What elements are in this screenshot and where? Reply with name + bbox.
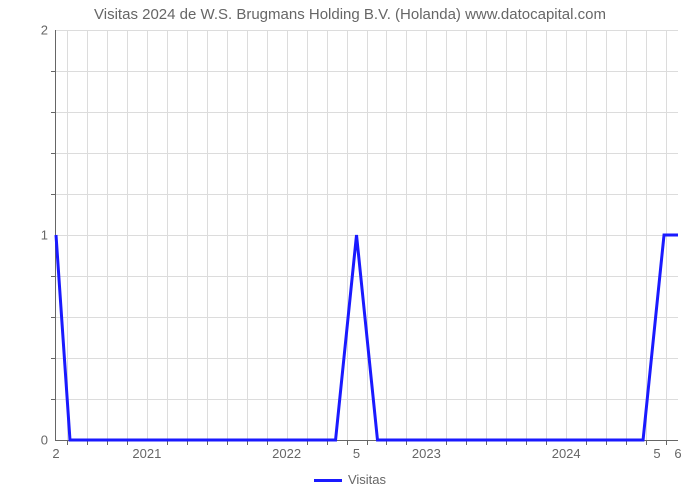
series-line xyxy=(56,30,678,440)
x-minor-tick xyxy=(367,440,368,445)
x-numeric-label: 6 xyxy=(674,440,681,461)
y-tick-label: 2 xyxy=(41,23,56,38)
x-year-label: 2022 xyxy=(272,440,301,461)
x-year-label: 2023 xyxy=(412,440,441,461)
plot-area: 01220212022202320242556 xyxy=(55,30,678,441)
x-numeric-label: 2 xyxy=(52,440,59,461)
legend: Visitas xyxy=(0,472,700,487)
legend-swatch xyxy=(314,479,342,482)
x-numeric-label: 5 xyxy=(653,440,660,461)
x-minor-tick xyxy=(347,440,348,445)
x-minor-tick xyxy=(646,440,647,445)
chart-title: Visitas 2024 de W.S. Brugmans Holding B.… xyxy=(0,6,700,23)
y-tick-label: 1 xyxy=(41,228,56,243)
x-numeric-label: 5 xyxy=(353,440,360,461)
x-minor-tick xyxy=(67,440,68,445)
x-year-label: 2024 xyxy=(552,440,581,461)
x-minor-tick xyxy=(666,440,667,445)
x-year-label: 2021 xyxy=(132,440,161,461)
legend-label: Visitas xyxy=(348,472,386,487)
